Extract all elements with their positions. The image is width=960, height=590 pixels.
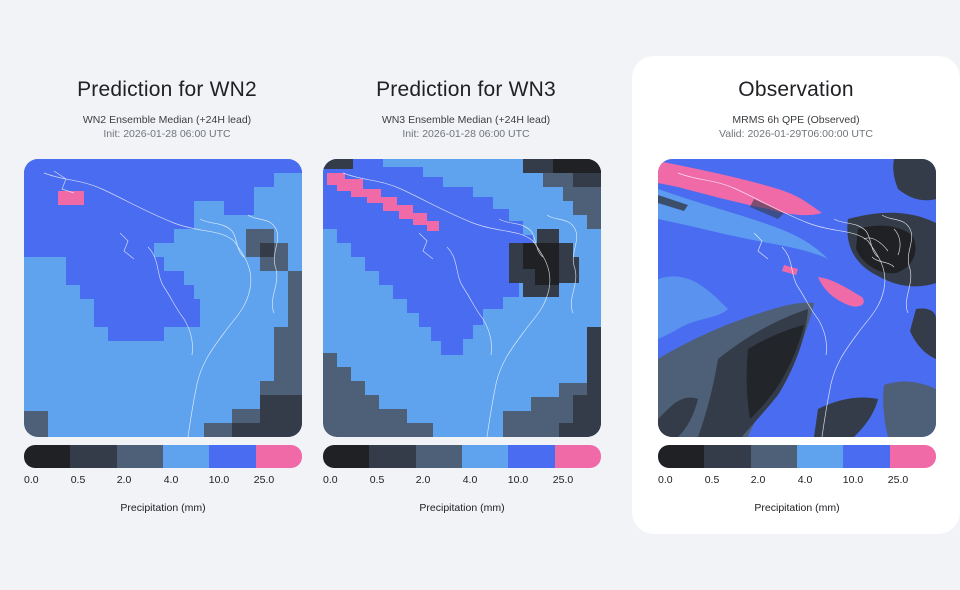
tick-label: 4.0	[797, 474, 813, 486]
colorbar-swatch	[70, 445, 117, 468]
tick-label: 10.0	[208, 474, 230, 486]
colorbar-ticks: 0.0 0.5 2.0 4.0 10.0 25.0	[658, 474, 936, 488]
panel-wn2: Prediction for WN2 WN2 Ensemble Median (…	[17, 56, 317, 534]
tick-label: 10.0	[842, 474, 864, 486]
colorbar-swatch	[461, 445, 509, 468]
panel-title: Prediction for WN3	[376, 78, 556, 101]
colorbar-swatch	[369, 445, 416, 468]
panel-valid-time: Valid: 2026-01-29T06:00:00 UTC	[719, 128, 873, 140]
panel-init-time: Init: 2026-01-28 06:00 UTC	[103, 128, 231, 140]
colorbar-ticks: 0.0 0.5 2.0 4.0 10.0 25.0	[323, 474, 601, 488]
colorbar-swatch	[554, 445, 601, 468]
colorbar-swatch	[704, 445, 751, 468]
colorbar-swatch	[24, 445, 71, 468]
tick-label: 25.0	[253, 474, 275, 486]
tick-label: 0.5	[369, 474, 385, 486]
colorbar-swatch	[162, 445, 210, 468]
colorbar-label: Precipitation (mm)	[754, 502, 840, 514]
colorbar-swatch	[415, 445, 462, 468]
tick-label: 0.0	[323, 474, 338, 486]
tick-label: 25.0	[552, 474, 574, 486]
tick-label: 2.0	[415, 474, 431, 486]
colorbar-swatch	[323, 445, 370, 468]
panel-subtitle: WN2 Ensemble Median (+24H lead)	[82, 114, 252, 126]
panel-subtitle: MRMS 6h QPE (Observed)	[732, 114, 860, 126]
tick-label: 2.0	[116, 474, 132, 486]
colorbar	[323, 445, 601, 468]
tick-label: 4.0	[163, 474, 179, 486]
panel-init-time: Init: 2026-01-28 06:00 UTC	[402, 128, 530, 140]
colorbar-swatch	[843, 445, 890, 468]
tick-label: 10.0	[507, 474, 529, 486]
tick-label: 0.5	[70, 474, 86, 486]
colorbar-label: Precipitation (mm)	[120, 502, 206, 514]
colorbar-swatch	[796, 445, 844, 468]
tick-label: 25.0	[887, 474, 909, 486]
panel-wn3: Prediction for WN3 WN3 Ensemble Median (…	[316, 56, 616, 534]
panel-observation: Observation MRMS 6h QPE (Observed) Valid…	[632, 56, 960, 534]
colorbar-swatch	[508, 445, 555, 468]
tick-label: 0.5	[704, 474, 720, 486]
colorbar-label: Precipitation (mm)	[419, 502, 505, 514]
panel-title: Prediction for WN2	[77, 78, 257, 101]
precipitation-map-observation	[658, 159, 936, 437]
colorbar-swatch	[658, 445, 705, 468]
colorbar-swatch	[255, 445, 302, 468]
panel-title: Observation	[738, 78, 854, 101]
panel-subtitle: WN3 Ensemble Median (+24H lead)	[381, 114, 551, 126]
tick-label: 0.0	[658, 474, 673, 486]
tick-label: 2.0	[750, 474, 766, 486]
precipitation-map-wn3	[323, 159, 601, 437]
colorbar-swatch	[889, 445, 936, 468]
colorbar	[24, 445, 302, 468]
colorbar-swatch	[750, 445, 797, 468]
colorbar-ticks: 0.0 0.5 2.0 4.0 10.0 25.0	[24, 474, 302, 488]
tick-label: 0.0	[24, 474, 39, 486]
tick-label: 4.0	[462, 474, 478, 486]
colorbar	[658, 445, 936, 468]
precipitation-map-wn2	[24, 159, 302, 437]
colorbar-swatch	[209, 445, 256, 468]
colorbar-swatch	[116, 445, 163, 468]
